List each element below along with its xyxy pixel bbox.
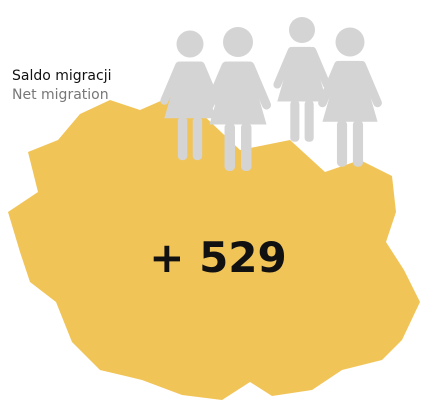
map-region <box>8 96 420 400</box>
woman-figure <box>277 17 326 142</box>
value: + 529 <box>149 233 286 282</box>
label-en: Net migration <box>12 87 109 103</box>
label-pl: Saldo migracji <box>12 68 111 84</box>
woman-figure <box>322 28 377 167</box>
